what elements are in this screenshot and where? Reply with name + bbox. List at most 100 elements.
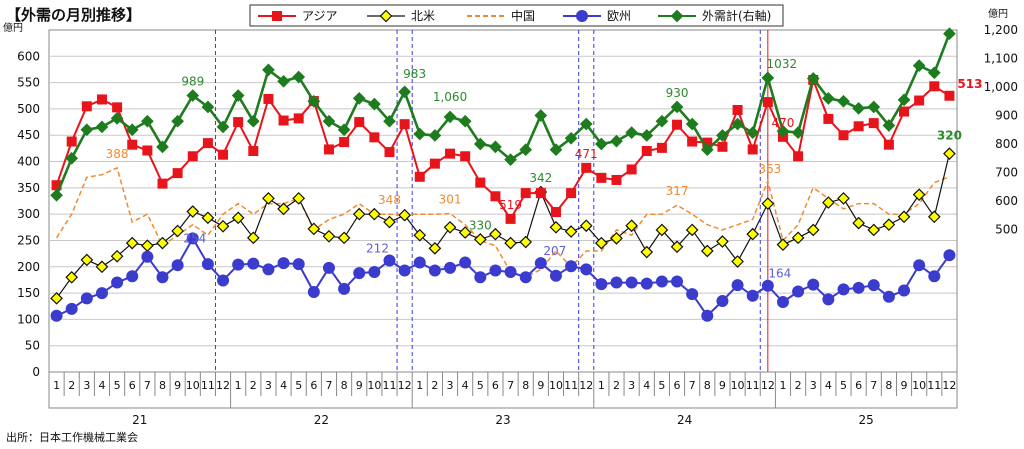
point	[579, 117, 593, 131]
right-tick-label: 1,100	[984, 52, 1018, 66]
month-label: 7	[144, 379, 151, 392]
point	[927, 66, 941, 80]
point	[66, 136, 77, 147]
point	[218, 149, 229, 160]
month-label: 11	[564, 379, 578, 392]
point	[80, 292, 93, 305]
point	[504, 236, 517, 250]
point	[444, 261, 457, 274]
point	[929, 81, 940, 92]
point	[519, 235, 533, 249]
point	[272, 11, 282, 21]
point	[413, 256, 426, 269]
point	[640, 129, 654, 142]
point	[700, 244, 714, 258]
month-label: 3	[83, 379, 90, 392]
point	[171, 259, 184, 272]
point	[746, 126, 760, 139]
point	[610, 276, 623, 289]
right-axis-unit: 億円	[988, 7, 1008, 20]
point	[504, 153, 517, 167]
point	[792, 285, 805, 298]
point	[852, 102, 865, 115]
month-label: 12	[942, 379, 956, 392]
point	[112, 102, 123, 113]
point	[576, 10, 588, 22]
point	[519, 143, 533, 157]
point	[852, 281, 865, 294]
point	[95, 287, 108, 300]
data-label: 388	[106, 147, 129, 161]
month-label: 9	[356, 379, 363, 392]
data-label: 301	[439, 193, 462, 207]
left-tick-label: 200	[17, 260, 40, 274]
month-label: 8	[341, 379, 348, 392]
point	[489, 227, 502, 241]
left-tick-label: 50	[25, 339, 40, 353]
point	[81, 101, 92, 112]
point	[171, 114, 184, 128]
legend-label: 北米	[411, 9, 435, 23]
point	[445, 148, 456, 159]
point	[80, 253, 94, 267]
month-label: 9	[174, 379, 181, 392]
point	[882, 218, 896, 232]
point	[125, 236, 139, 250]
point	[746, 227, 760, 241]
point	[490, 191, 501, 202]
point	[278, 115, 289, 126]
month-label: 4	[643, 379, 650, 392]
data-label: 983	[403, 67, 426, 81]
point	[428, 242, 442, 255]
point	[912, 188, 926, 202]
point	[670, 100, 684, 114]
point	[368, 97, 381, 111]
point	[111, 276, 124, 289]
month-label: 11	[927, 379, 941, 392]
point	[731, 117, 744, 131]
month-label: 11	[383, 379, 397, 392]
point	[277, 74, 290, 88]
point	[399, 119, 410, 130]
point	[379, 9, 393, 23]
point	[761, 279, 774, 292]
point	[899, 106, 910, 117]
point	[897, 210, 911, 224]
point	[640, 245, 654, 259]
month-label: 12	[216, 379, 230, 392]
point	[505, 213, 516, 224]
left-axis: 0 50 100 150 200 250 300 350 400 450 500 550 600	[17, 49, 40, 379]
point	[806, 72, 820, 85]
point	[566, 188, 577, 199]
data-label: 317	[666, 184, 689, 198]
point	[837, 283, 850, 296]
point	[337, 123, 351, 137]
month-label: 7	[689, 379, 696, 392]
legend-label: アジア	[302, 9, 338, 23]
right-tick-label: 800	[995, 137, 1018, 151]
year-label: 25	[859, 413, 874, 427]
point	[685, 223, 699, 237]
point	[656, 142, 667, 153]
point	[837, 94, 850, 108]
point	[791, 126, 805, 139]
point	[867, 279, 880, 292]
point	[747, 144, 758, 155]
point	[354, 117, 365, 128]
data-label: 1032	[767, 57, 798, 71]
point	[65, 151, 79, 165]
month-label: 12	[398, 379, 412, 392]
point	[579, 219, 593, 233]
month-label: 7	[870, 379, 877, 392]
source-note: 出所：日本工作機械工業会	[6, 430, 138, 444]
month-label: 10	[912, 379, 926, 392]
point	[459, 256, 472, 269]
point	[126, 270, 139, 283]
legend-label: 欧州	[607, 9, 631, 23]
point	[231, 211, 245, 225]
data-label: 330	[469, 218, 492, 232]
right-axis: 500 600 700 800 900 1,000 1,100 1,200	[956, 23, 1018, 372]
point	[564, 225, 578, 238]
point	[610, 232, 623, 245]
point	[96, 94, 107, 105]
